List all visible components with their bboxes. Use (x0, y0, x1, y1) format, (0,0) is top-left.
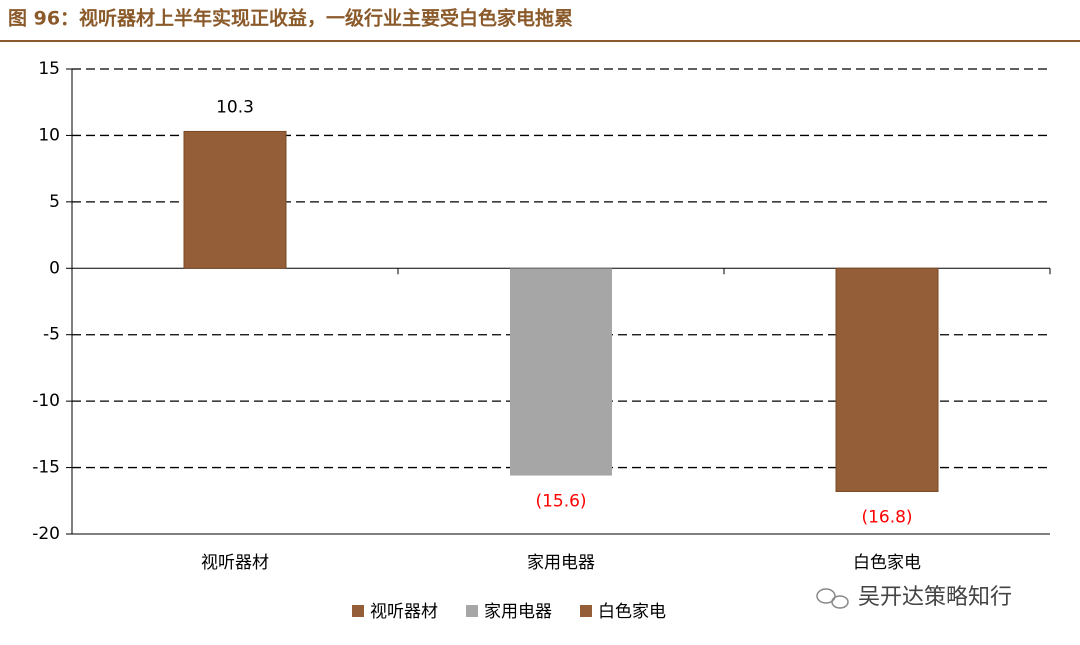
legend-swatch (466, 605, 478, 617)
y-tick-label: 5 (49, 192, 60, 212)
y-tick-label: -5 (43, 325, 60, 345)
y-tick-label: 10 (38, 125, 60, 145)
y-tick-label: 15 (38, 59, 60, 79)
watermark-icon (816, 588, 849, 609)
bar (510, 268, 612, 476)
legend-label: 家用电器 (484, 602, 552, 622)
legend-swatch (352, 605, 364, 617)
value-label: 10.3 (216, 97, 254, 117)
legend-swatch (580, 605, 592, 617)
y-tick-label: -20 (32, 524, 60, 544)
y-tick-label: -10 (32, 391, 60, 411)
bar (835, 267, 939, 492)
y-tick-label: -15 (32, 458, 60, 478)
x-tick-label: 视听器材 (201, 553, 269, 573)
value-label: (16.8) (861, 507, 912, 527)
bar (183, 130, 287, 269)
y-tick-label: 0 (49, 258, 60, 278)
x-tick-label: 白色家电 (853, 553, 921, 573)
watermark: 吴开达策略知行 (858, 585, 1012, 610)
legend-label: 白色家电 (598, 602, 666, 622)
legend-label: 视听器材 (370, 602, 438, 622)
chart-title: 图 96：视听器材上半年实现正收益，一级行业主要受白色家电拖累 (8, 7, 573, 30)
x-tick-label: 家用电器 (527, 553, 595, 573)
value-label: (15.6) (535, 492, 586, 512)
